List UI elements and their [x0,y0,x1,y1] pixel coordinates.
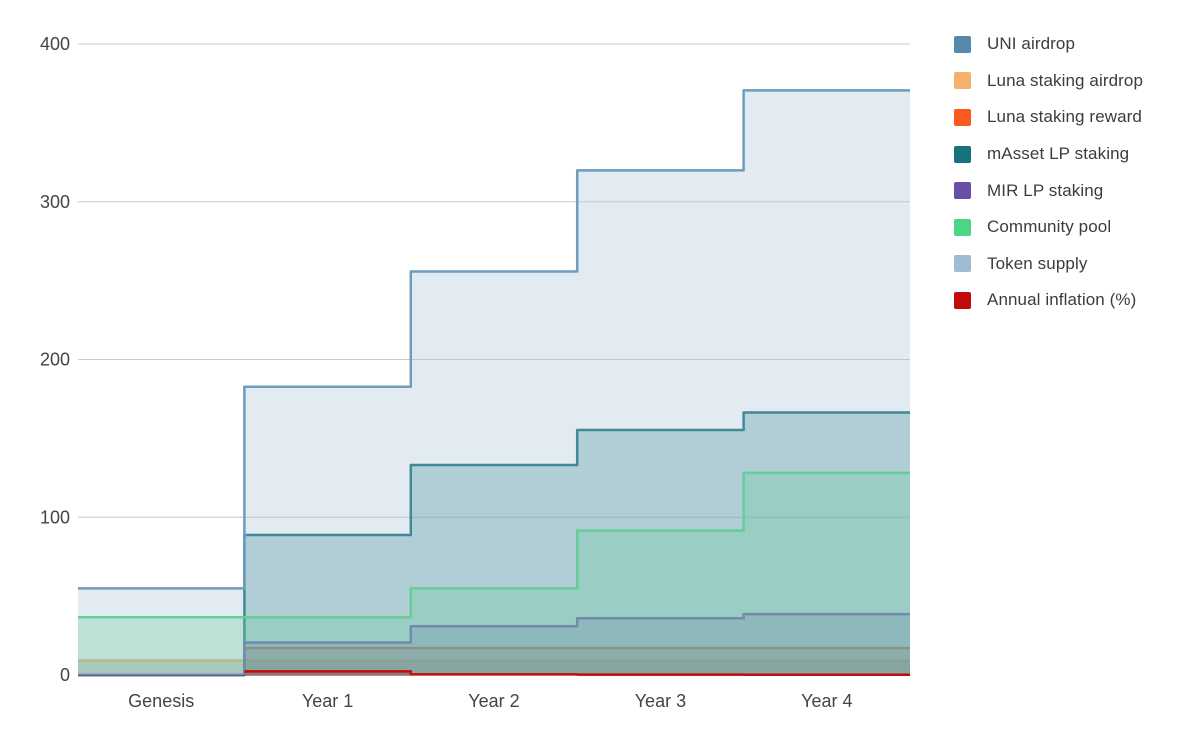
line-masset-lp-staking [78,411,910,677]
legend-label-mir-lp-staking: MIR LP staking [987,180,1104,200]
y-tick-label-400: 400 [40,34,70,54]
legend-swatch-mir-lp-staking [954,182,971,200]
area-luna-staking-reward [78,648,910,675]
line-mir-lp-staking [78,612,910,677]
legend-swatch-masset-lp-staking [954,145,971,163]
x-label-genesis: Genesis [128,691,194,711]
legend-item-community-pool: Community pool [954,209,1143,246]
legend-label-community-pool: Community pool [987,217,1112,237]
y-tick-label-200: 200 [40,350,70,370]
x-label-year-4: Year 4 [801,691,852,711]
area-masset-lp-staking [78,412,910,675]
legend-label-luna-staking-airdrop: Luna staking airdrop [987,70,1144,90]
area-mir-lp-staking [78,614,910,675]
line-annual-inflation [244,670,910,676]
y-tick-label-300: 300 [40,192,70,212]
x-label-year-3: Year 3 [635,691,686,711]
area-community-pool [78,472,910,675]
area-token-supply [78,90,910,676]
legend-label-uni-airdrop: UNI airdrop [987,34,1076,54]
legend-item-masset-lp-staking: mAsset LP staking [954,136,1143,173]
legend-swatch-uni-airdrop [954,35,971,53]
x-label-year-2: Year 2 [468,691,519,711]
line-token-supply [78,89,910,590]
legend-swatch-token-supply [954,255,971,273]
legend-swatch-luna-staking-airdrop [954,72,971,90]
legend-item-annual-inflation: Annual inflation (%) [954,282,1143,319]
legend-label-masset-lp-staking: mAsset LP staking [987,144,1130,164]
x-label-year-1: Year 1 [302,691,353,711]
chart-legend: UNI airdrop Luna staking airdrop Luna st… [954,26,1143,319]
legend-item-uni-airdrop: UNI airdrop [954,26,1143,63]
legend-item-mir-lp-staking: MIR LP staking [954,172,1143,209]
legend-swatch-annual-inflation [954,291,971,309]
legend-label-token-supply: Token supply [987,253,1088,273]
y-tick-label-0: 0 [60,665,70,685]
legend-item-luna-staking-reward: Luna staking reward [954,99,1143,136]
line-community-pool [78,471,910,619]
legend-label-luna-staking-reward: Luna staking reward [987,107,1142,127]
legend-item-token-supply: Token supply [954,246,1143,283]
legend-item-luna-staking-airdrop: Luna staking airdrop [954,63,1143,100]
legend-swatch-community-pool [954,218,971,236]
y-tick-label-100: 100 [40,507,70,527]
legend-label-annual-inflation: Annual inflation (%) [987,290,1137,310]
legend-swatch-luna-staking-reward [954,108,971,126]
